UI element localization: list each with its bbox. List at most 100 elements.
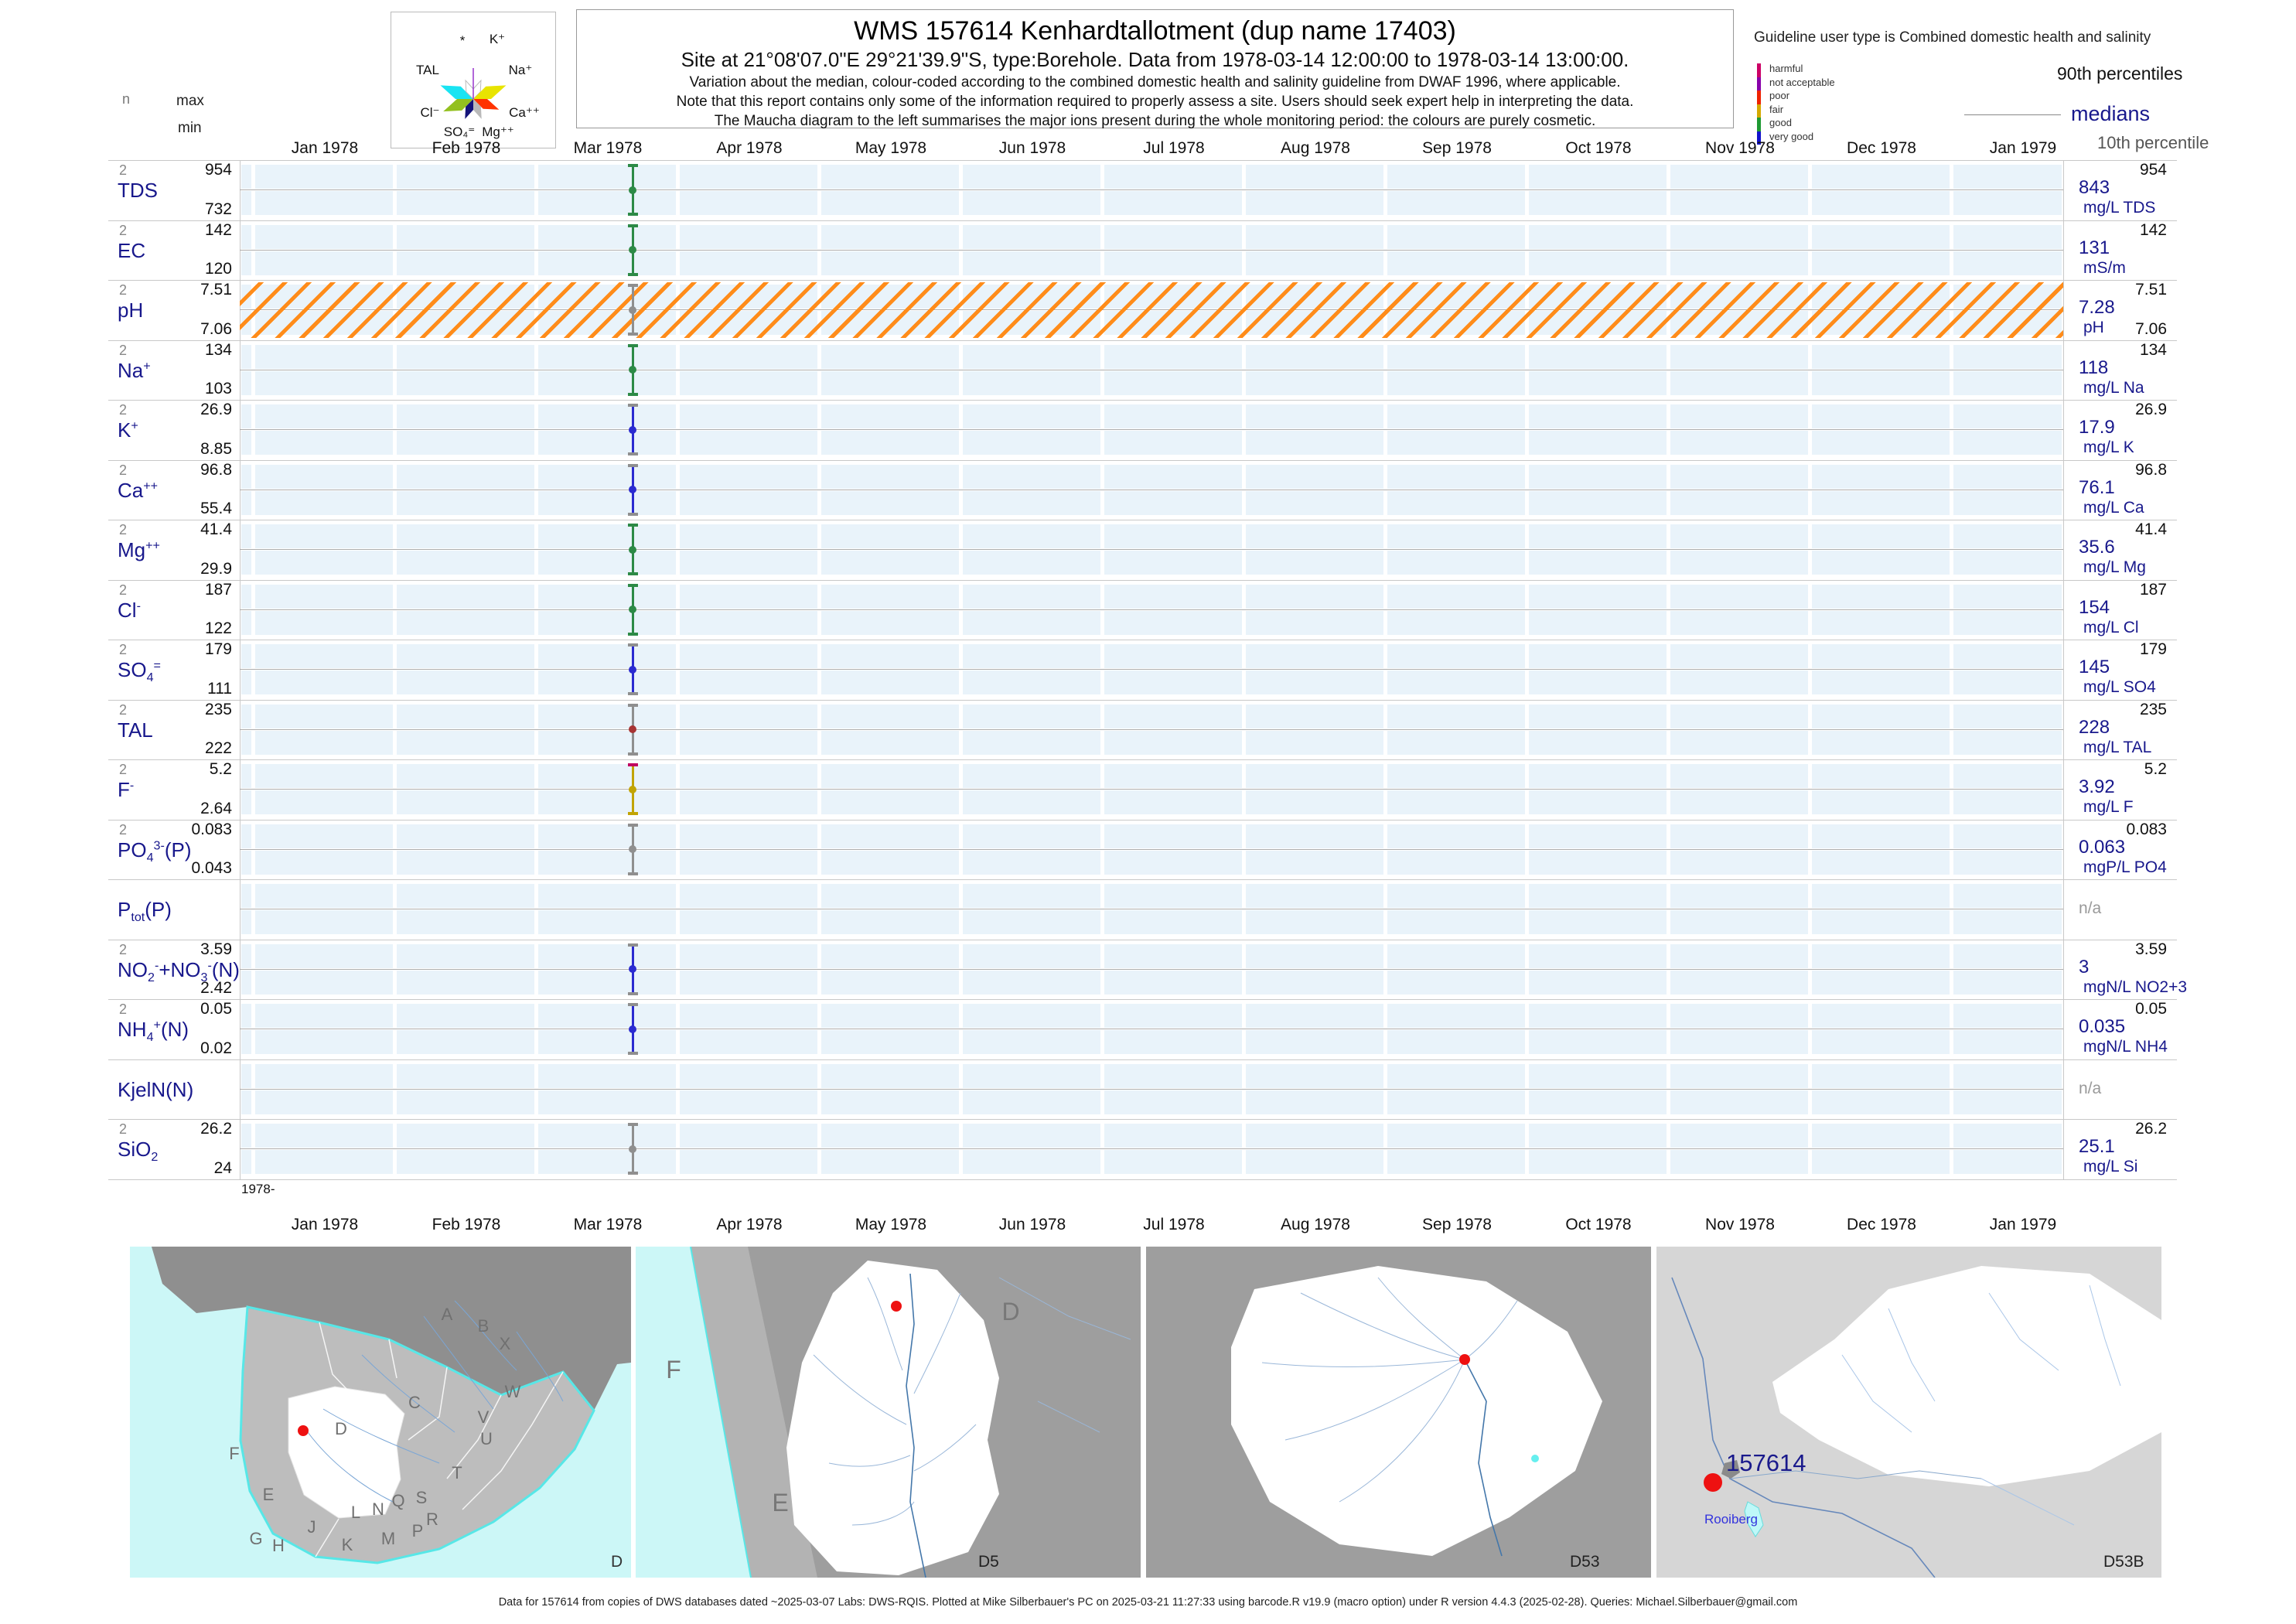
month-band-upper [241, 824, 2062, 848]
param-plot-cell [240, 1059, 2063, 1120]
guideline-class-swatch [1757, 131, 1761, 145]
param-plot-cell [240, 999, 2063, 1059]
param-p90-value: 187 [2139, 580, 2167, 599]
site-marker-national [298, 1425, 309, 1436]
param-plot-cell [240, 280, 2063, 340]
note-maucha: The Maucha diagram to the left summarise… [714, 113, 1596, 129]
param-min-value: 8.85 [200, 439, 232, 458]
month-label: Aug 1978 [1281, 139, 1350, 157]
param-p90-value: 26.2 [2135, 1120, 2167, 1138]
whisker-top-cap [627, 763, 638, 766]
whisker-top-cap [627, 583, 638, 587]
row-separator-line [108, 1059, 2177, 1060]
median-reference-line [240, 968, 2063, 970]
month-band-upper [241, 943, 2062, 968]
maucha-ion-label: Ca⁺⁺ [509, 105, 540, 120]
param-label: KjelN(N) [118, 1077, 194, 1101]
param-median-value: 35.6 [2079, 537, 2115, 558]
whisker-top-cap [627, 343, 638, 347]
whisker-bottom-cap [627, 632, 638, 636]
param-min-value: 2.42 [200, 979, 232, 997]
param-label: pH [118, 299, 144, 322]
param-right-cell: 7.51 7.06 7.28 pH [2073, 280, 2189, 340]
month-band-upper [241, 584, 2062, 609]
param-max-value: 954 [204, 161, 232, 179]
param-unit-label: mg/L TAL [2083, 738, 2152, 756]
map-tertiary-drainage: D53 [1146, 1247, 1651, 1578]
maucha-ion-label: Na⁺ [509, 63, 533, 77]
page-title: WMS 157614 Kenhardtallotment (dup name 1… [854, 16, 1456, 46]
param-label: NO2-+NO3-(N) [118, 957, 240, 984]
drainage-region-letter: V [478, 1407, 490, 1427]
row-separator-line [108, 280, 2177, 281]
site-info: Site at 21°08'07.0"E 29°21'39.9"S, type:… [681, 48, 1629, 71]
whisker-bottom-cap [627, 1052, 638, 1055]
param-left-cell: 2 3.59 2.42 NO2-+NO3-(N) [108, 940, 240, 1000]
param-left-cell: 2 26.9 8.85 K+ [108, 400, 240, 460]
param-median-value: 3 [2079, 956, 2090, 977]
median-dot [629, 785, 636, 793]
param-unit-label: mg/L K [2083, 438, 2134, 456]
guideline-class-labels: harmful not acceptable poor fair good very go… [1769, 62, 1835, 143]
param-p90-value: 26.9 [2135, 401, 2167, 418]
param-left-cell: 2 5.2 2.64 F- [108, 759, 240, 820]
maucha-wing [443, 99, 473, 112]
param-left-cell: 2 954 732 TDS [108, 160, 240, 220]
param-p90-value: 0.083 [2126, 820, 2167, 838]
site-marker-secondary [1459, 1354, 1470, 1365]
drainage-region-letter: E [772, 1489, 788, 1517]
param-label: TAL [118, 718, 153, 742]
whisker-bottom-cap [627, 692, 638, 695]
param-plot-cell [240, 460, 2063, 520]
drainage-region-letter: F [666, 1356, 681, 1383]
param-min-value: 103 [204, 380, 232, 397]
param-plot-cell [240, 820, 2063, 880]
row-separator-line [108, 160, 2177, 161]
param-unit-label: mgP/L PO4 [2083, 858, 2167, 876]
param-p10-value: 7.06 [2135, 319, 2167, 338]
month-label: Jul 1978 [1143, 1216, 1205, 1233]
month-band-upper [241, 344, 2062, 369]
month-band-lower [241, 610, 2062, 635]
month-label: Jul 1978 [1143, 139, 1205, 157]
param-median-value: 118 [2079, 357, 2109, 378]
param-max-value: 7.51 [200, 281, 232, 299]
median-reference-line [240, 789, 2063, 790]
drainage-region-letter: E [263, 1485, 275, 1504]
median-dot [629, 606, 636, 613]
param-unit-label: mS/m [2083, 258, 2126, 277]
row-separator-line [108, 879, 2177, 880]
guideline-class-label: not acceptable [1769, 76, 1835, 88]
whisker-top-cap [627, 823, 638, 827]
note-variation: Variation about the median, colour-coded… [689, 74, 1621, 90]
param-n-count: 2 [119, 582, 128, 598]
month-band-upper [241, 1063, 2062, 1088]
whisker-top-cap [627, 164, 638, 167]
median-dot [629, 366, 636, 374]
param-plot-cell [240, 640, 2063, 700]
map-panel-label-d53: D53 [1570, 1553, 1600, 1571]
param-right-cell: 0.05 0.035 mgN/L NH4 [2073, 999, 2189, 1059]
median-dot [629, 845, 636, 853]
map-site-number-label: 157614 [1726, 1449, 1806, 1476]
median-dot [629, 665, 636, 674]
param-left-cell: 2 134 103 Na+ [108, 340, 240, 401]
param-min-value: 24 [213, 1158, 232, 1177]
map-panel-label-d53b: D53B [2103, 1553, 2144, 1571]
param-p90-value: 5.2 [2144, 760, 2167, 778]
param-n-count: 2 [119, 701, 128, 718]
param-median-value: 3.92 [2079, 776, 2115, 797]
param-n-count: 2 [119, 282, 128, 298]
drainage-region-letter: N [372, 1499, 384, 1519]
guideline-class-swatch [1757, 118, 1761, 131]
median-reference-line [240, 1088, 2063, 1090]
whisker-top-cap [627, 284, 638, 287]
median-reference-line [240, 728, 2063, 730]
param-min-value: 29.9 [200, 559, 232, 578]
param-right-cell: 142 131 mS/m [2073, 220, 2189, 281]
param-n-count: 2 [119, 1121, 128, 1137]
param-median-value: 145 [2079, 657, 2110, 677]
month-band-lower [241, 431, 2062, 455]
drainage-region-letter: T [452, 1463, 462, 1482]
param-left-cell: 2 235 222 TAL [108, 700, 240, 760]
